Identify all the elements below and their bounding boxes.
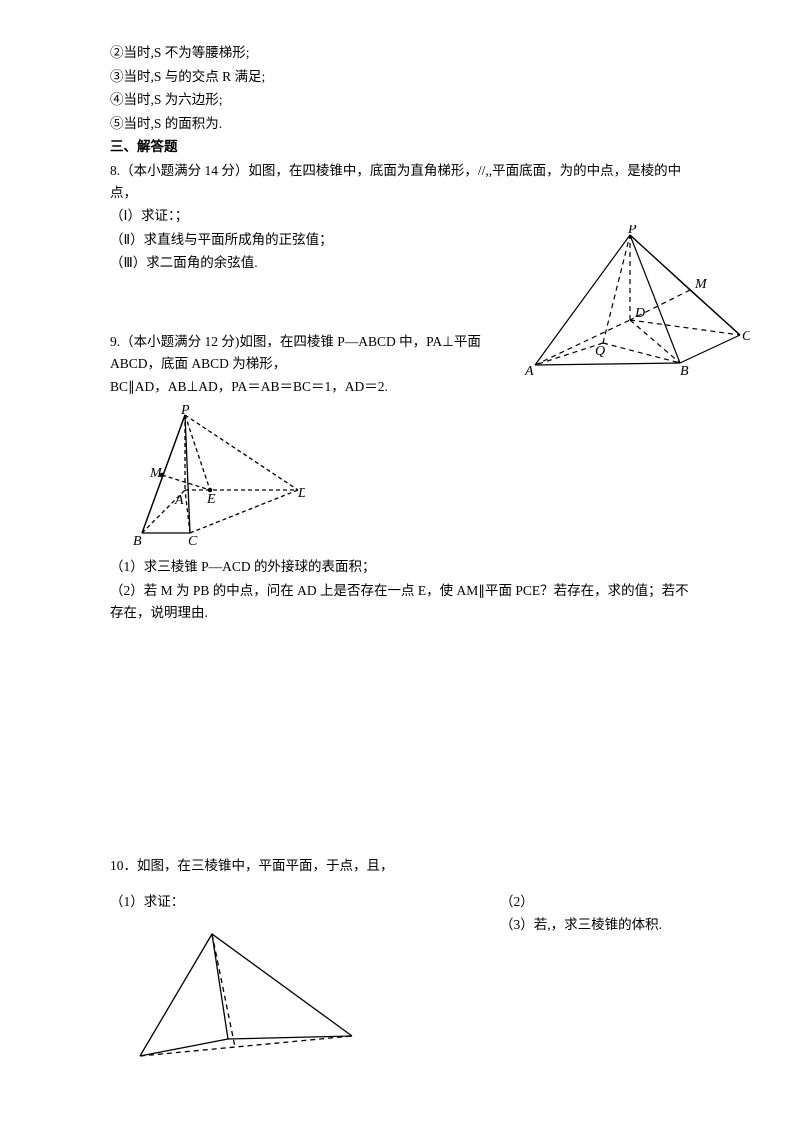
label-A: A [174, 493, 184, 508]
q8-figure: P M C B A Q D [515, 225, 750, 380]
label-B: B [680, 364, 689, 379]
q10-figure [130, 924, 360, 1064]
q10-intro: 10．如图，在三棱锥中，平面平面，于点，且， [110, 855, 700, 877]
statement-4: ④当时,S 为六边形; [110, 89, 700, 111]
q9-part1: （1）求三棱锥 P—ACD 的外接球的表面积； [110, 556, 700, 578]
label-A: A [524, 364, 534, 379]
q9-figure: P M A B C D E [130, 405, 305, 545]
label-P: P [180, 405, 190, 418]
label-M: M [149, 466, 163, 481]
label-Q: Q [595, 344, 605, 359]
q10-part3: （3）若,，求三棱锥的体积. [500, 914, 662, 936]
label-B: B [133, 534, 142, 545]
q8-part1: （Ⅰ）求证：； [110, 205, 700, 227]
q9-part2: （2）若 M 为 PB 的中点，问在 AD 上是否存在一点 E，使 AM∥平面 … [110, 580, 700, 623]
label-C: C [742, 329, 750, 344]
q9-intro1: 9.（本小题满分 12 分)如图，在四棱锥 P—ABCD 中，PA⊥平面 ABC… [110, 331, 515, 374]
label-M: M [694, 277, 708, 292]
statement-3: ③当时,S 与的交点 R 满足; [110, 66, 700, 88]
section-3-heading: 三、解答题 [110, 136, 700, 158]
statement-2: ②当时,S 不为等腰梯形; [110, 42, 700, 64]
statement-5: ⑤当时,S 的面积为. [110, 113, 700, 135]
label-C: C [188, 534, 198, 545]
label-P: P [627, 225, 637, 237]
label-E: E [206, 492, 216, 507]
q10-part2: （2） [500, 891, 662, 913]
label-D: D [297, 486, 305, 501]
q8-intro: 8.（本小题满分 14 分）如图，在四棱锥中，底面为直角梯形，//,,平面底面，… [110, 160, 700, 203]
q10-part1: （1）求证： [110, 891, 360, 913]
label-D: D [634, 306, 645, 321]
